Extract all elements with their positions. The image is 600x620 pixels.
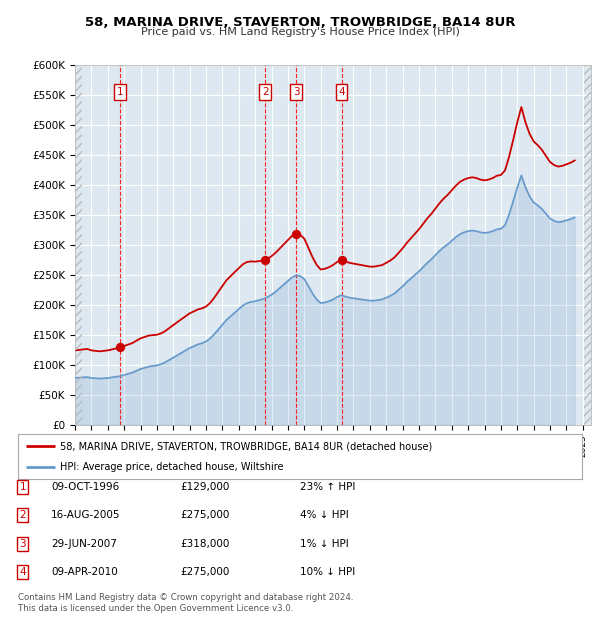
- Point: [291, 229, 301, 239]
- Text: HPI: Average price, detached house, Wiltshire: HPI: Average price, detached house, Wilt…: [60, 463, 284, 472]
- Text: 3: 3: [19, 539, 26, 549]
- Text: 16-AUG-2005: 16-AUG-2005: [51, 510, 121, 520]
- Text: 2: 2: [19, 510, 26, 520]
- Text: £129,000: £129,000: [180, 482, 229, 492]
- Text: 4% ↓ HPI: 4% ↓ HPI: [300, 510, 349, 520]
- Text: 29-JUN-2007: 29-JUN-2007: [51, 539, 117, 549]
- Text: 1: 1: [117, 87, 124, 97]
- Text: 4: 4: [338, 87, 345, 97]
- Point: [116, 342, 125, 352]
- Text: 23% ↑ HPI: 23% ↑ HPI: [300, 482, 355, 492]
- Point: [337, 255, 346, 265]
- Text: 58, MARINA DRIVE, STAVERTON, TROWBRIDGE, BA14 8UR (detached house): 58, MARINA DRIVE, STAVERTON, TROWBRIDGE,…: [60, 441, 433, 451]
- Text: 09-APR-2010: 09-APR-2010: [51, 567, 118, 577]
- Text: 3: 3: [293, 87, 299, 97]
- Text: £318,000: £318,000: [180, 539, 229, 549]
- Text: 1: 1: [19, 482, 26, 492]
- Text: 10% ↓ HPI: 10% ↓ HPI: [300, 567, 355, 577]
- Text: 58, MARINA DRIVE, STAVERTON, TROWBRIDGE, BA14 8UR: 58, MARINA DRIVE, STAVERTON, TROWBRIDGE,…: [85, 16, 515, 29]
- Text: £275,000: £275,000: [180, 567, 229, 577]
- Text: Price paid vs. HM Land Registry's House Price Index (HPI): Price paid vs. HM Land Registry's House …: [140, 27, 460, 37]
- Text: £275,000: £275,000: [180, 510, 229, 520]
- Text: 4: 4: [19, 567, 26, 577]
- Text: 1% ↓ HPI: 1% ↓ HPI: [300, 539, 349, 549]
- Text: 09-OCT-1996: 09-OCT-1996: [51, 482, 119, 492]
- Text: Contains HM Land Registry data © Crown copyright and database right 2024.
This d: Contains HM Land Registry data © Crown c…: [18, 593, 353, 613]
- Point: [260, 255, 270, 265]
- Text: 2: 2: [262, 87, 269, 97]
